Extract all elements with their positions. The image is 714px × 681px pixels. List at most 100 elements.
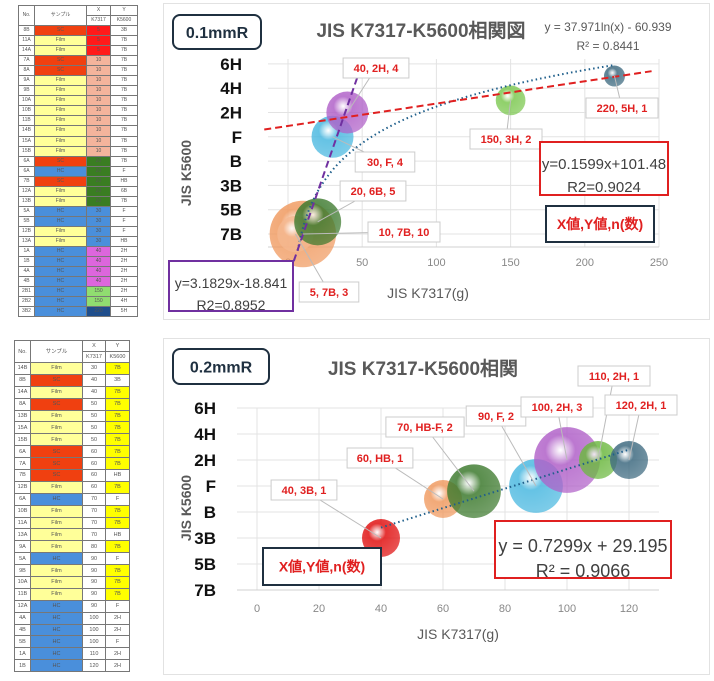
cell-no: 2B2	[18, 296, 35, 308]
table-row: 7A SC 60 7B	[14, 457, 130, 471]
data-label-box	[385, 416, 465, 438]
y-axis-label: JIS K5600	[178, 475, 194, 541]
cell-no: 14A	[14, 385, 31, 399]
cell-sample: Film	[30, 433, 83, 447]
x-tick-label: 80	[499, 603, 511, 615]
cell-sample: Film	[30, 385, 83, 399]
header-y-sub: K5600	[110, 15, 138, 26]
table-row: 4B HC 40 2H	[18, 276, 138, 288]
bubble-point	[447, 464, 501, 519]
cell-sample: SC	[30, 397, 83, 411]
header-no: No.	[14, 340, 31, 363]
table-row: 2B2 HC 150 4H	[18, 296, 138, 308]
table-row: 15A Film 50 7B	[14, 421, 130, 435]
header-row: K7317 K5600	[15, 351, 130, 363]
data-label: 110, 2H, 1	[589, 371, 639, 383]
table-row: 15A Film 10 7B	[18, 135, 138, 147]
trend-equation: y=3.1829x-18.841	[175, 275, 288, 291]
cell-no: 5A	[14, 552, 31, 566]
header-x-sub: K7317	[82, 351, 106, 363]
table-row: 8B SC 40 3B	[14, 373, 130, 387]
table-row: 4B HC 100 2H	[14, 623, 130, 637]
table-row: 3B2 HC 220 5H	[18, 306, 138, 318]
cell-no: 4B	[18, 276, 35, 288]
linear-trendline	[380, 448, 630, 529]
cell-x: 30	[86, 215, 111, 227]
table-row: 1A HC 110 2H	[14, 647, 130, 661]
cell-sample: SC	[34, 175, 87, 187]
cell-no: 13B	[14, 409, 31, 423]
cell-y: F	[105, 492, 130, 506]
cell-y: 7B	[110, 35, 138, 47]
bubble-point	[326, 91, 369, 134]
cell-no: 12B	[18, 225, 35, 237]
cell-no: 4A	[14, 611, 31, 625]
cell-sample: HC	[30, 647, 83, 661]
y-tick-label: 5B	[220, 201, 242, 220]
table-row: 5A HC 90 F	[14, 552, 130, 566]
cell-x: 90	[82, 552, 106, 566]
cell-sample: Film	[34, 45, 87, 57]
cell-sample: Film	[30, 421, 83, 435]
cell-y: 7B	[105, 480, 130, 494]
cell-x: 5	[86, 24, 111, 37]
cell-y: 2H	[110, 276, 138, 288]
cell-x: 30	[86, 225, 111, 237]
cell-y: 7B	[110, 195, 138, 207]
chart-0-2mmr: 7B 5B 3B B F 2H 4H 6H 0 20 40 60 80 100 120 JIS K7317-K…	[163, 338, 710, 675]
cell-x: 50	[82, 421, 106, 435]
cell-no: 15A	[18, 135, 35, 147]
log-trendline	[296, 63, 616, 251]
cell-x: 90	[82, 564, 106, 578]
cell-x: 60	[82, 469, 106, 482]
cell-x: 60	[82, 480, 106, 494]
cell-no: 2B1	[18, 286, 35, 298]
header-no: No.	[18, 5, 35, 26]
table-row: 2B1 HC 150 2H	[18, 286, 138, 298]
data-label: 220, 5H, 1	[597, 103, 648, 115]
cell-x: 20	[86, 195, 111, 207]
cell-no: 6A	[14, 445, 31, 459]
table-row: 6A SC 20 7B	[18, 155, 138, 167]
cell-x: 20	[86, 175, 111, 187]
cell-x: 220	[86, 306, 111, 318]
cell-x: 40	[86, 266, 111, 278]
header-row: No. サンプル X Y	[14, 340, 130, 363]
table-row: 14A Film 40 7B	[14, 385, 130, 399]
cell-x: 20	[86, 155, 111, 167]
cell-y: 7B	[110, 155, 138, 167]
table-row: 12A Film 20 6B	[18, 185, 138, 197]
x-tick-label: 250	[650, 257, 668, 269]
data-label-box	[342, 57, 410, 79]
cell-no: 7A	[14, 457, 31, 471]
table-row: 10A Film 90 7B	[14, 576, 130, 589]
cell-sample: SC	[34, 65, 87, 77]
cell-sample: Film	[34, 85, 87, 97]
cell-no: 11B	[18, 115, 35, 127]
cell-sample: HC	[30, 599, 83, 613]
y-tick-label: 7B	[194, 581, 216, 600]
cell-y: 7B	[105, 362, 130, 375]
cell-y: 7B	[105, 421, 130, 435]
trend-equation-box	[494, 520, 672, 579]
chart-0-1mmr: 7B5B3BBF2H4H6H050100150200250JIS K7317-K…	[163, 3, 710, 320]
cell-no: 14B	[14, 362, 31, 375]
cell-sample: HC	[30, 611, 83, 625]
table-row: 13B Film 50 7B	[14, 409, 130, 423]
table-0-1mmr: No. サンプル X Y K7317 K5600 8B SC 5 3B 11A Film 5 7B 14A F…	[18, 5, 138, 318]
cell-sample: HC	[34, 256, 87, 268]
y-tick-label: 2H	[194, 451, 216, 470]
legend-note: X値,Y値,n(数)	[557, 216, 643, 232]
cell-y: 7B	[110, 135, 138, 147]
cell-no: 5A	[18, 205, 35, 217]
radius-tag: 0.2mmR	[190, 360, 253, 377]
trend-equation-box	[168, 260, 294, 312]
cell-x: 50	[82, 409, 106, 423]
table-row: 12B Film 60 7B	[14, 480, 130, 494]
trend-r2: R² = 0.9066	[536, 561, 631, 581]
table-row: 11B Film 10 7B	[18, 115, 138, 127]
cell-no: 9A	[18, 75, 35, 87]
cell-sample: HC	[34, 306, 87, 318]
header-y-sub: K5600	[105, 351, 130, 363]
cell-x: 10	[86, 105, 111, 117]
